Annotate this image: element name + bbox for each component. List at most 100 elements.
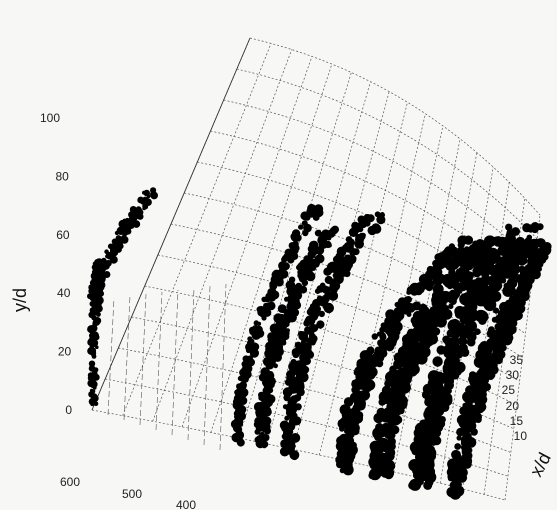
particle-point	[427, 407, 435, 415]
y-tick-label: 100	[40, 111, 60, 125]
particle-point	[480, 365, 487, 371]
particle-point	[436, 395, 445, 404]
particle-point	[265, 407, 271, 413]
particle-point	[273, 363, 278, 369]
particle-point	[468, 309, 477, 318]
particle-point	[431, 291, 442, 301]
particle-point	[456, 288, 463, 294]
particle-point	[307, 250, 316, 259]
particle-point	[89, 327, 94, 332]
particle-point	[526, 282, 531, 287]
particle-point	[97, 282, 105, 290]
particle-point	[324, 240, 332, 249]
particle-point	[412, 319, 422, 329]
floor-guide-line	[139, 293, 147, 426]
particle-point	[307, 325, 316, 334]
particle-point	[93, 367, 99, 373]
particle-point	[305, 315, 316, 326]
particle-point	[298, 358, 308, 368]
particle-point	[295, 372, 305, 382]
particle-point	[475, 277, 482, 284]
particle-point	[468, 288, 475, 295]
particle-point	[389, 365, 397, 373]
particle-point	[449, 272, 459, 282]
particle-point	[432, 356, 443, 367]
y-tick-label: 40	[57, 286, 71, 300]
particle-point	[434, 299, 441, 307]
particle-point	[444, 380, 454, 389]
particle-point	[344, 445, 352, 453]
particle-point	[308, 306, 315, 314]
particle-point	[87, 293, 93, 300]
particle-point	[522, 223, 532, 233]
particle-point	[487, 373, 494, 380]
particle-point	[440, 402, 450, 412]
particle-point	[241, 386, 246, 391]
particle-point	[455, 460, 466, 471]
particle-point	[470, 283, 478, 290]
particle-point	[88, 360, 96, 367]
particle-point	[302, 229, 309, 237]
particle-point	[107, 243, 114, 250]
particle-point	[386, 379, 394, 386]
z-tick-label: 25	[502, 383, 516, 397]
particle-point	[456, 435, 462, 441]
particle-point	[463, 393, 476, 405]
particle-point	[286, 302, 295, 311]
particle-point	[330, 286, 338, 294]
particle-point	[413, 442, 422, 452]
particle-point	[248, 338, 255, 345]
particle-point	[386, 422, 395, 430]
particle-point	[514, 304, 524, 315]
particle-point	[473, 397, 481, 405]
particle-point	[267, 358, 273, 364]
particle-point	[533, 238, 540, 245]
particle-point	[297, 268, 305, 276]
particle-point	[116, 226, 126, 235]
particle-point	[318, 234, 327, 243]
grid-line-horizontal	[118, 347, 511, 453]
particle-cluster	[230, 203, 324, 447]
particle-point	[289, 403, 296, 411]
particle-point	[304, 337, 310, 343]
particle-point	[539, 245, 545, 250]
particle-point	[405, 333, 413, 341]
particle-point	[314, 305, 321, 313]
particle-point	[370, 444, 379, 452]
particle-point	[467, 404, 478, 415]
particle-point	[385, 447, 396, 458]
particle-point	[510, 312, 520, 322]
particle-point	[92, 385, 97, 390]
particle-point	[88, 398, 96, 406]
particle-cluster	[279, 211, 386, 461]
particle-point	[278, 324, 285, 331]
particle-point	[92, 307, 98, 314]
particle-point	[512, 292, 520, 300]
particle-cluster	[499, 245, 548, 348]
particle-point	[440, 308, 451, 318]
particle-point	[461, 448, 467, 454]
particle-point	[300, 348, 311, 358]
particle-point	[276, 280, 283, 287]
particle-point	[422, 329, 433, 339]
particle-point	[451, 451, 459, 458]
particle-point	[500, 305, 507, 312]
z-tick-label: 10	[514, 429, 528, 443]
grid-edge-left	[91, 37, 251, 411]
particle-point	[502, 285, 514, 297]
particle-point	[426, 265, 434, 274]
particle-point	[451, 478, 459, 486]
particle-cluster	[87, 187, 158, 305]
grid-line-vertical	[181, 56, 313, 427]
particle-point	[374, 461, 381, 468]
particle-point	[492, 350, 499, 357]
particle-point	[259, 433, 267, 441]
particle-point	[460, 324, 472, 336]
particle-point	[257, 321, 262, 326]
particle-point	[479, 245, 486, 252]
particle-point	[328, 278, 335, 285]
y-axis-ticks: 0 20 40 60 80 100	[40, 111, 72, 417]
particle-point	[438, 416, 446, 423]
particle-point	[438, 318, 444, 324]
